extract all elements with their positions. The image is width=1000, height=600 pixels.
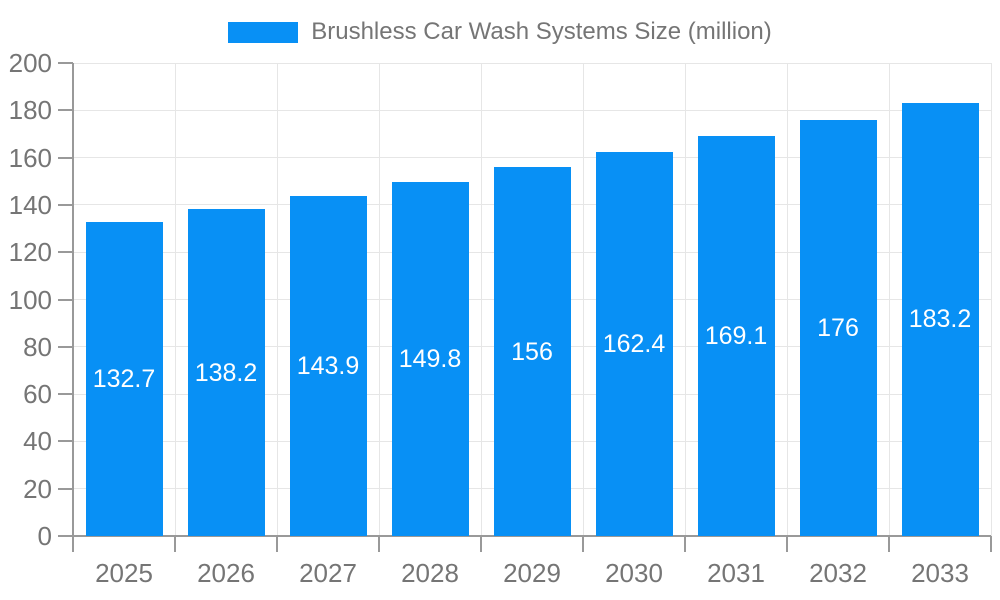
x-tick-label-2033: 2033 [911,558,969,588]
y-tick-label-100: 100 [8,284,52,315]
y-tick-label-20: 20 [23,473,52,504]
legend[interactable]: Brushless Car Wash Systems Size (million… [0,18,1000,46]
value-label-2027: 143.9 [296,351,360,380]
value-label-2025: 132.7 [92,365,156,394]
legend-label: Brushless Car Wash Systems Size (million… [311,18,772,45]
v-gridline-6 [684,63,686,536]
legend-swatch [228,21,299,43]
x-tick-label-2028: 2028 [401,558,459,588]
y-tick-80 [58,345,73,348]
bar-2028[interactable] [391,181,469,536]
bar-2033[interactable] [901,102,979,536]
x-tick-7 [786,536,788,552]
y-tick-160 [58,156,73,159]
v-gridline-3 [378,63,380,536]
y-axis-line [72,63,74,536]
value-label-2029: 156 [511,337,553,366]
v-gridline-9 [990,63,992,536]
bar-2027[interactable] [289,195,367,536]
value-label-2030: 162.4 [602,329,666,358]
value-label-2032: 176 [817,313,859,342]
value-label-2026: 138.2 [194,358,258,387]
x-tick-label-2031: 2031 [707,558,765,588]
y-tick-20 [58,487,73,490]
x-axis-line [73,535,991,537]
v-gridline-2 [276,63,278,536]
y-tick-label-140: 140 [8,189,52,220]
h-gridline-160 [73,157,991,159]
x-tick-3 [378,536,380,552]
v-gridline-5 [582,63,584,536]
y-tick-label-120: 120 [8,237,52,268]
value-label-2033: 183.2 [908,305,972,334]
bar-2030[interactable] [595,151,673,536]
y-tick-label-40: 40 [23,426,52,457]
y-tick-label-160: 160 [8,142,52,173]
x-tick-1 [174,536,176,552]
x-tick-9 [990,536,992,552]
x-tick-5 [582,536,584,552]
value-label-2031: 169.1 [704,322,768,351]
y-tick-label-80: 80 [23,331,52,362]
y-tick-40 [58,440,73,443]
x-tick-label-2025: 2025 [95,558,153,588]
x-tick-label-2032: 2032 [809,558,867,588]
y-tick-label-0: 0 [37,521,52,551]
x-tick-2 [276,536,278,552]
y-tick-label-180: 180 [8,95,52,126]
bar-2025[interactable] [85,222,163,536]
x-tick-label-2026: 2026 [197,558,255,588]
x-tick-4 [480,536,482,552]
y-tick-180 [58,109,73,112]
y-tick-60 [58,393,73,396]
x-tick-6 [684,536,686,552]
bar-2031[interactable] [697,136,775,536]
x-tick-label-2027: 2027 [299,558,357,588]
y-tick-label-60: 60 [23,379,52,410]
value-label-2028: 149.8 [398,344,462,373]
y-tick-0 [58,535,73,537]
y-tick-label-200: 200 [8,48,52,78]
h-gridline-180 [73,109,991,111]
y-tick-100 [58,298,73,301]
x-tick-0 [72,536,74,552]
v-gridline-1 [174,63,176,536]
v-gridline-4 [480,63,482,536]
v-gridline-8 [888,63,890,536]
y-tick-120 [58,251,73,254]
y-tick-200 [58,62,73,64]
x-tick-label-2029: 2029 [503,558,561,588]
h-gridline-200 [73,62,991,64]
x-tick-label-2030: 2030 [605,558,663,588]
x-tick-8 [888,536,890,552]
bar-2026[interactable] [187,209,265,536]
bar-2032[interactable] [799,119,877,536]
v-gridline-7 [786,63,788,536]
bar-2029[interactable] [493,167,571,536]
y-tick-140 [58,203,73,206]
